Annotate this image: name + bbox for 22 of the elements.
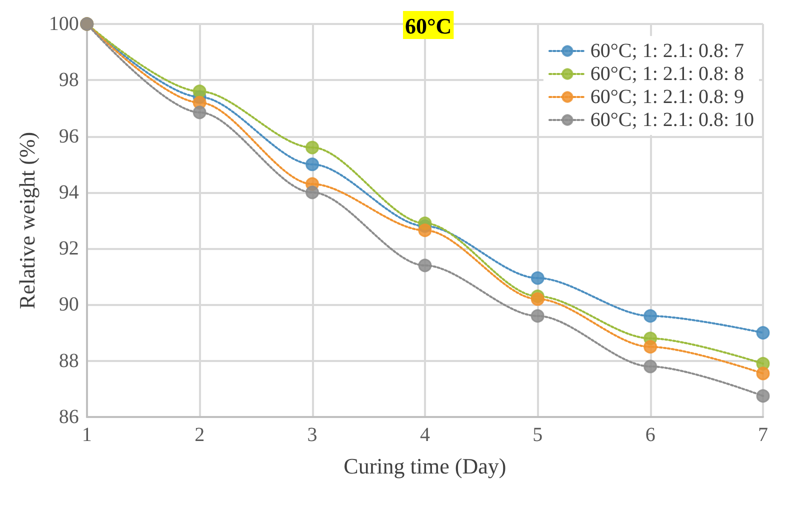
legend-label: 60°C; 1: 2.1: 0.8: 10: [590, 109, 754, 131]
x-tick-label: 6: [645, 424, 656, 446]
y-tick-label: 96: [58, 125, 79, 148]
x-tick-label: 7: [758, 424, 768, 446]
y-tick-label: 90: [58, 294, 79, 316]
y-tick-label: 92: [58, 238, 79, 260]
x-tick-label: 4: [420, 424, 430, 446]
y-tick-label: 86: [58, 406, 79, 428]
x-tick-label: 2: [194, 424, 205, 446]
y-tick-label: 94: [58, 181, 79, 204]
legend-label: 60°C; 1: 2.1: 0.8: 9: [590, 86, 744, 108]
chart-title: 60°C: [405, 14, 452, 38]
x-tick-label: 5: [532, 424, 543, 446]
y-tick-label: 100: [48, 13, 79, 35]
x-axis-title: Curing time (Day): [344, 454, 506, 478]
y-tick-label: 88: [58, 350, 79, 372]
x-tick-label: 1: [82, 424, 92, 446]
legend-label: 60°C; 1: 2.1: 0.8: 8: [590, 63, 744, 85]
y-axis-title: Relative weight (%): [14, 132, 40, 310]
legend-label: 60°C; 1: 2.1: 0.8: 7: [590, 40, 744, 62]
y-tick-label: 98: [58, 69, 79, 92]
x-tick-label: 3: [307, 424, 318, 446]
